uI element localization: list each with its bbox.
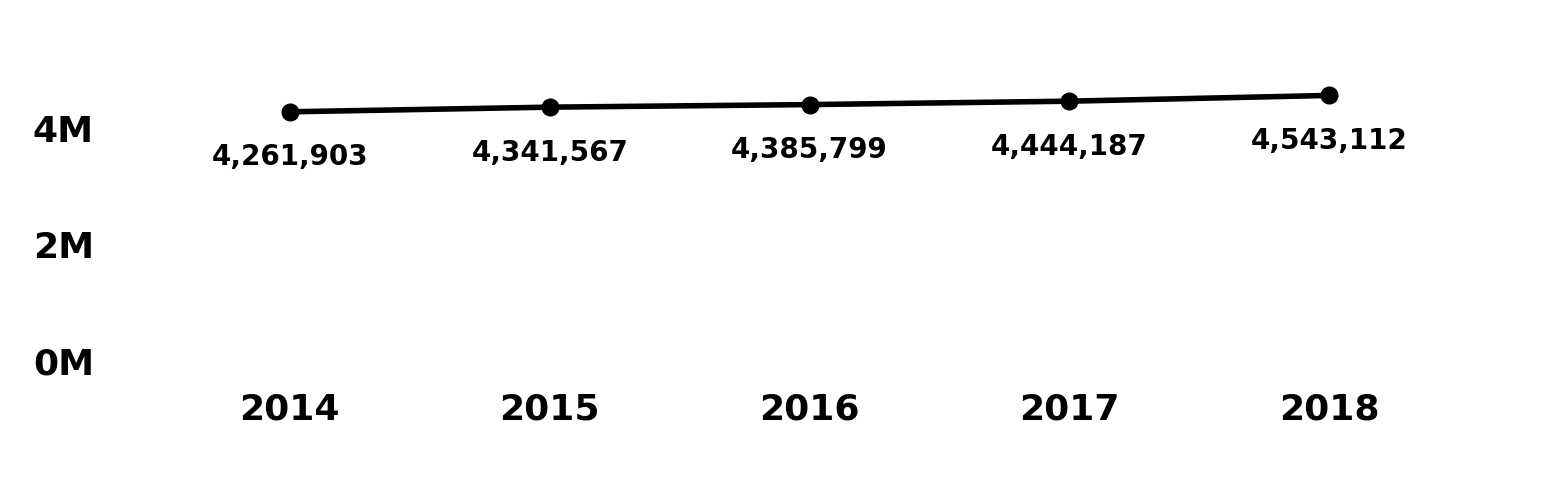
Text: 4,261,903: 4,261,903: [211, 143, 369, 171]
Text: 4,385,799: 4,385,799: [731, 136, 888, 164]
Text: 4,341,567: 4,341,567: [472, 138, 628, 166]
Text: 4,444,187: 4,444,187: [992, 133, 1147, 160]
Text: 4,543,112: 4,543,112: [1251, 127, 1408, 155]
